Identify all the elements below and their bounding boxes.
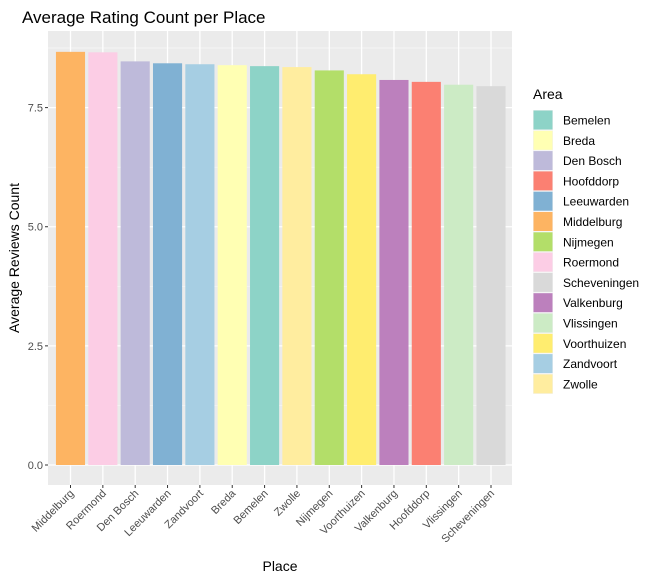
bar-leeuwarden (152, 63, 183, 465)
bar-roermond (88, 52, 118, 465)
legend-label: Zandvoort (563, 357, 618, 371)
chart-title: Average Rating Count per Place (22, 8, 266, 27)
bar-zandvoort (185, 64, 215, 465)
legend-label: Valkenburg (563, 296, 623, 310)
legend-swatch-valkenburg (533, 293, 553, 313)
legend-label: Zwolle (563, 377, 598, 391)
x-tick-label: Zwolle (272, 488, 303, 519)
bar-voorthuizen (347, 74, 377, 465)
bar-series (55, 51, 506, 466)
legend-swatch-middelburg (533, 212, 553, 231)
legend-swatch-roermond (533, 252, 553, 272)
legend-swatch-scheveningen (533, 272, 553, 292)
y-axis-title: Average Reviews Count (6, 183, 22, 333)
legend-swatch-leeuwarden (533, 191, 553, 211)
legend-swatch-voorthuizen (533, 333, 553, 353)
x-tick-label: Breda (209, 487, 239, 517)
legend-swatch-breda (533, 130, 553, 150)
legend-label: Breda (563, 134, 595, 148)
legend-swatch-zwolle (533, 374, 553, 394)
bar-zwolle (282, 67, 312, 465)
legend-label: Hoofddorp (563, 174, 619, 188)
legend-label: Middelburg (563, 215, 622, 229)
x-axis-title: Place (262, 558, 297, 574)
y-axis: 0.0 2.5 5.0 7.5 (28, 103, 48, 472)
y-tick-label: 2.5 (28, 341, 43, 353)
bar-vlissingen (444, 84, 474, 465)
legend-swatch-hoofddorp (533, 171, 553, 191)
bar-valkenburg (379, 79, 409, 466)
bar-bemelen (250, 66, 280, 465)
legend-label: Voorthuizen (563, 337, 626, 351)
bar-scheveningen (476, 86, 506, 465)
legend-label: Roermond (563, 256, 619, 270)
legend-label: Leeuwarden (563, 195, 629, 209)
legend-swatch-nijmegen (533, 232, 553, 252)
legend-label: Vlissingen (563, 317, 618, 331)
bar-nijmegen (314, 70, 344, 466)
legend-swatch-vlissingen (533, 313, 553, 333)
x-tick-label: Bemelen (232, 488, 271, 527)
y-tick-label: 5.0 (28, 222, 43, 234)
y-tick-label: 0.0 (28, 460, 43, 472)
legend-swatch-den-bosch (533, 151, 553, 171)
y-tick-label: 7.5 (28, 103, 43, 115)
legend-title: Area (533, 86, 563, 102)
legend-swatch-bemelen (533, 110, 553, 130)
bar-den-bosch (120, 61, 150, 465)
legend-swatch-zandvoort (533, 354, 553, 374)
bar-breda (217, 65, 247, 465)
legend-label: Scheveningen (563, 276, 639, 290)
bar-middelburg (55, 51, 86, 465)
legend-label: Bemelen (563, 114, 610, 128)
legend-label: Den Bosch (563, 154, 622, 168)
bar-hoofddorp (411, 81, 441, 466)
legend-label: Nijmegen (563, 235, 614, 249)
plot-panel (48, 31, 512, 485)
legend: Bemelen Breda Den Bosch Hoofddorp Leeuwarden… (533, 110, 639, 394)
